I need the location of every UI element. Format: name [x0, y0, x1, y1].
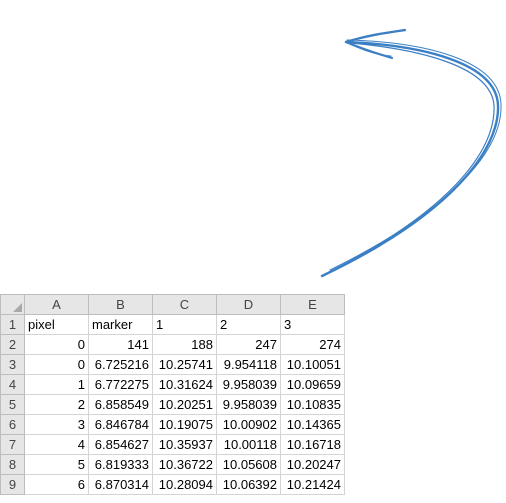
table-row: 6 3 6.846784 10.19075 10.00902 10.14365	[0, 414, 345, 435]
row-header[interactable]: 2	[0, 334, 25, 355]
cell[interactable]: 1	[24, 374, 89, 395]
cell[interactable]: 10.00118	[216, 434, 281, 455]
spreadsheet-grid: A B C D E 1 pixel marker 1 2 3 2 0 141 1…	[0, 294, 345, 495]
cell[interactable]: 3	[280, 314, 345, 335]
cell[interactable]: 10.20251	[152, 394, 217, 415]
column-header-D[interactable]: D	[216, 294, 281, 315]
cell[interactable]: 9.958039	[216, 374, 281, 395]
column-header-E[interactable]: E	[280, 294, 345, 315]
cell[interactable]: 10.10051	[280, 354, 345, 375]
cell[interactable]: 274	[280, 334, 345, 355]
table-row: 9 6 6.870314 10.28094 10.06392 10.21424	[0, 474, 345, 495]
cell[interactable]: 6	[24, 474, 89, 495]
cell[interactable]: 3	[24, 414, 89, 435]
select-all-corner[interactable]	[0, 294, 25, 315]
cell[interactable]: 10.20247	[280, 454, 345, 475]
cell[interactable]: 5	[24, 454, 89, 475]
cell[interactable]: 10.21424	[280, 474, 345, 495]
cell[interactable]: 6.819333	[88, 454, 153, 475]
row-header[interactable]: 4	[0, 374, 25, 395]
cell[interactable]: 141	[88, 334, 153, 355]
cell[interactable]: 10.09659	[280, 374, 345, 395]
row-header[interactable]: 1	[0, 314, 25, 335]
table-row: 8 5 6.819333 10.36722 10.05608 10.20247	[0, 454, 345, 475]
arrow-shaft-sketch	[324, 42, 495, 275]
cell[interactable]: 10.19075	[152, 414, 217, 435]
cell[interactable]: 9.954118	[216, 354, 281, 375]
cell[interactable]: 6.858549	[88, 394, 153, 415]
cell[interactable]: 188	[152, 334, 217, 355]
cell[interactable]: 0	[24, 354, 89, 375]
cell[interactable]: 10.25741	[152, 354, 217, 375]
cell[interactable]: 247	[216, 334, 281, 355]
cell[interactable]: 10.14365	[280, 414, 345, 435]
cell[interactable]: 6.772275	[88, 374, 153, 395]
column-header-row: A B C D E	[0, 294, 345, 315]
cell[interactable]: 4	[24, 434, 89, 455]
cell[interactable]: 10.06392	[216, 474, 281, 495]
cell[interactable]: 10.05608	[216, 454, 281, 475]
cell[interactable]: 6.870314	[88, 474, 153, 495]
cell[interactable]: 10.00902	[216, 414, 281, 435]
arrow-shaft-sketch-2	[329, 39, 502, 271]
row-header[interactable]: 5	[0, 394, 25, 415]
cell[interactable]: 6.846784	[88, 414, 153, 435]
cell[interactable]: 9.958039	[216, 394, 281, 415]
cell[interactable]: 2	[24, 394, 89, 415]
cell[interactable]: 10.31624	[152, 374, 217, 395]
table-row: 2 0 141 188 247 274	[0, 334, 345, 355]
arrow-head-lower-sketch	[347, 42, 392, 57]
cell[interactable]: 0	[24, 334, 89, 355]
row-header[interactable]: 3	[0, 354, 25, 375]
cell[interactable]: marker	[88, 314, 153, 335]
cell[interactable]: 1	[152, 314, 217, 335]
table-row: 7 4 6.854627 10.35937 10.00118 10.16718	[0, 434, 345, 455]
cell[interactable]: 10.16718	[280, 434, 345, 455]
cell[interactable]: 6.854627	[88, 434, 153, 455]
cell[interactable]: 2	[216, 314, 281, 335]
row-header[interactable]: 9	[0, 474, 25, 495]
table-row: 1 pixel marker 1 2 3	[0, 314, 345, 335]
cell[interactable]: 10.35937	[152, 434, 217, 455]
arrow-shaft	[320, 40, 500, 278]
arrow-head-upper-sketch	[347, 30, 405, 42]
cell[interactable]: 6.725216	[88, 354, 153, 375]
row-header[interactable]: 6	[0, 414, 25, 435]
arrow-strokes	[320, 28, 502, 278]
arrow-head-lower	[344, 40, 394, 60]
arrow-head-upper	[344, 28, 407, 44]
column-header-C[interactable]: C	[152, 294, 217, 315]
cell[interactable]: 10.36722	[152, 454, 217, 475]
cell[interactable]: 10.10835	[280, 394, 345, 415]
table-row: 4 1 6.772275 10.31624 9.958039 10.09659	[0, 374, 345, 395]
row-header[interactable]: 8	[0, 454, 25, 475]
table-row: 3 0 6.725216 10.25741 9.954118 10.10051	[0, 354, 345, 375]
column-header-B[interactable]: B	[88, 294, 153, 315]
cell[interactable]: pixel	[24, 314, 89, 335]
table-row: 5 2 6.858549 10.20251 9.958039 10.10835	[0, 394, 345, 415]
select-all-triangle-icon	[13, 303, 22, 312]
cell[interactable]: 10.28094	[152, 474, 217, 495]
column-header-A[interactable]: A	[24, 294, 89, 315]
row-header[interactable]: 7	[0, 434, 25, 455]
